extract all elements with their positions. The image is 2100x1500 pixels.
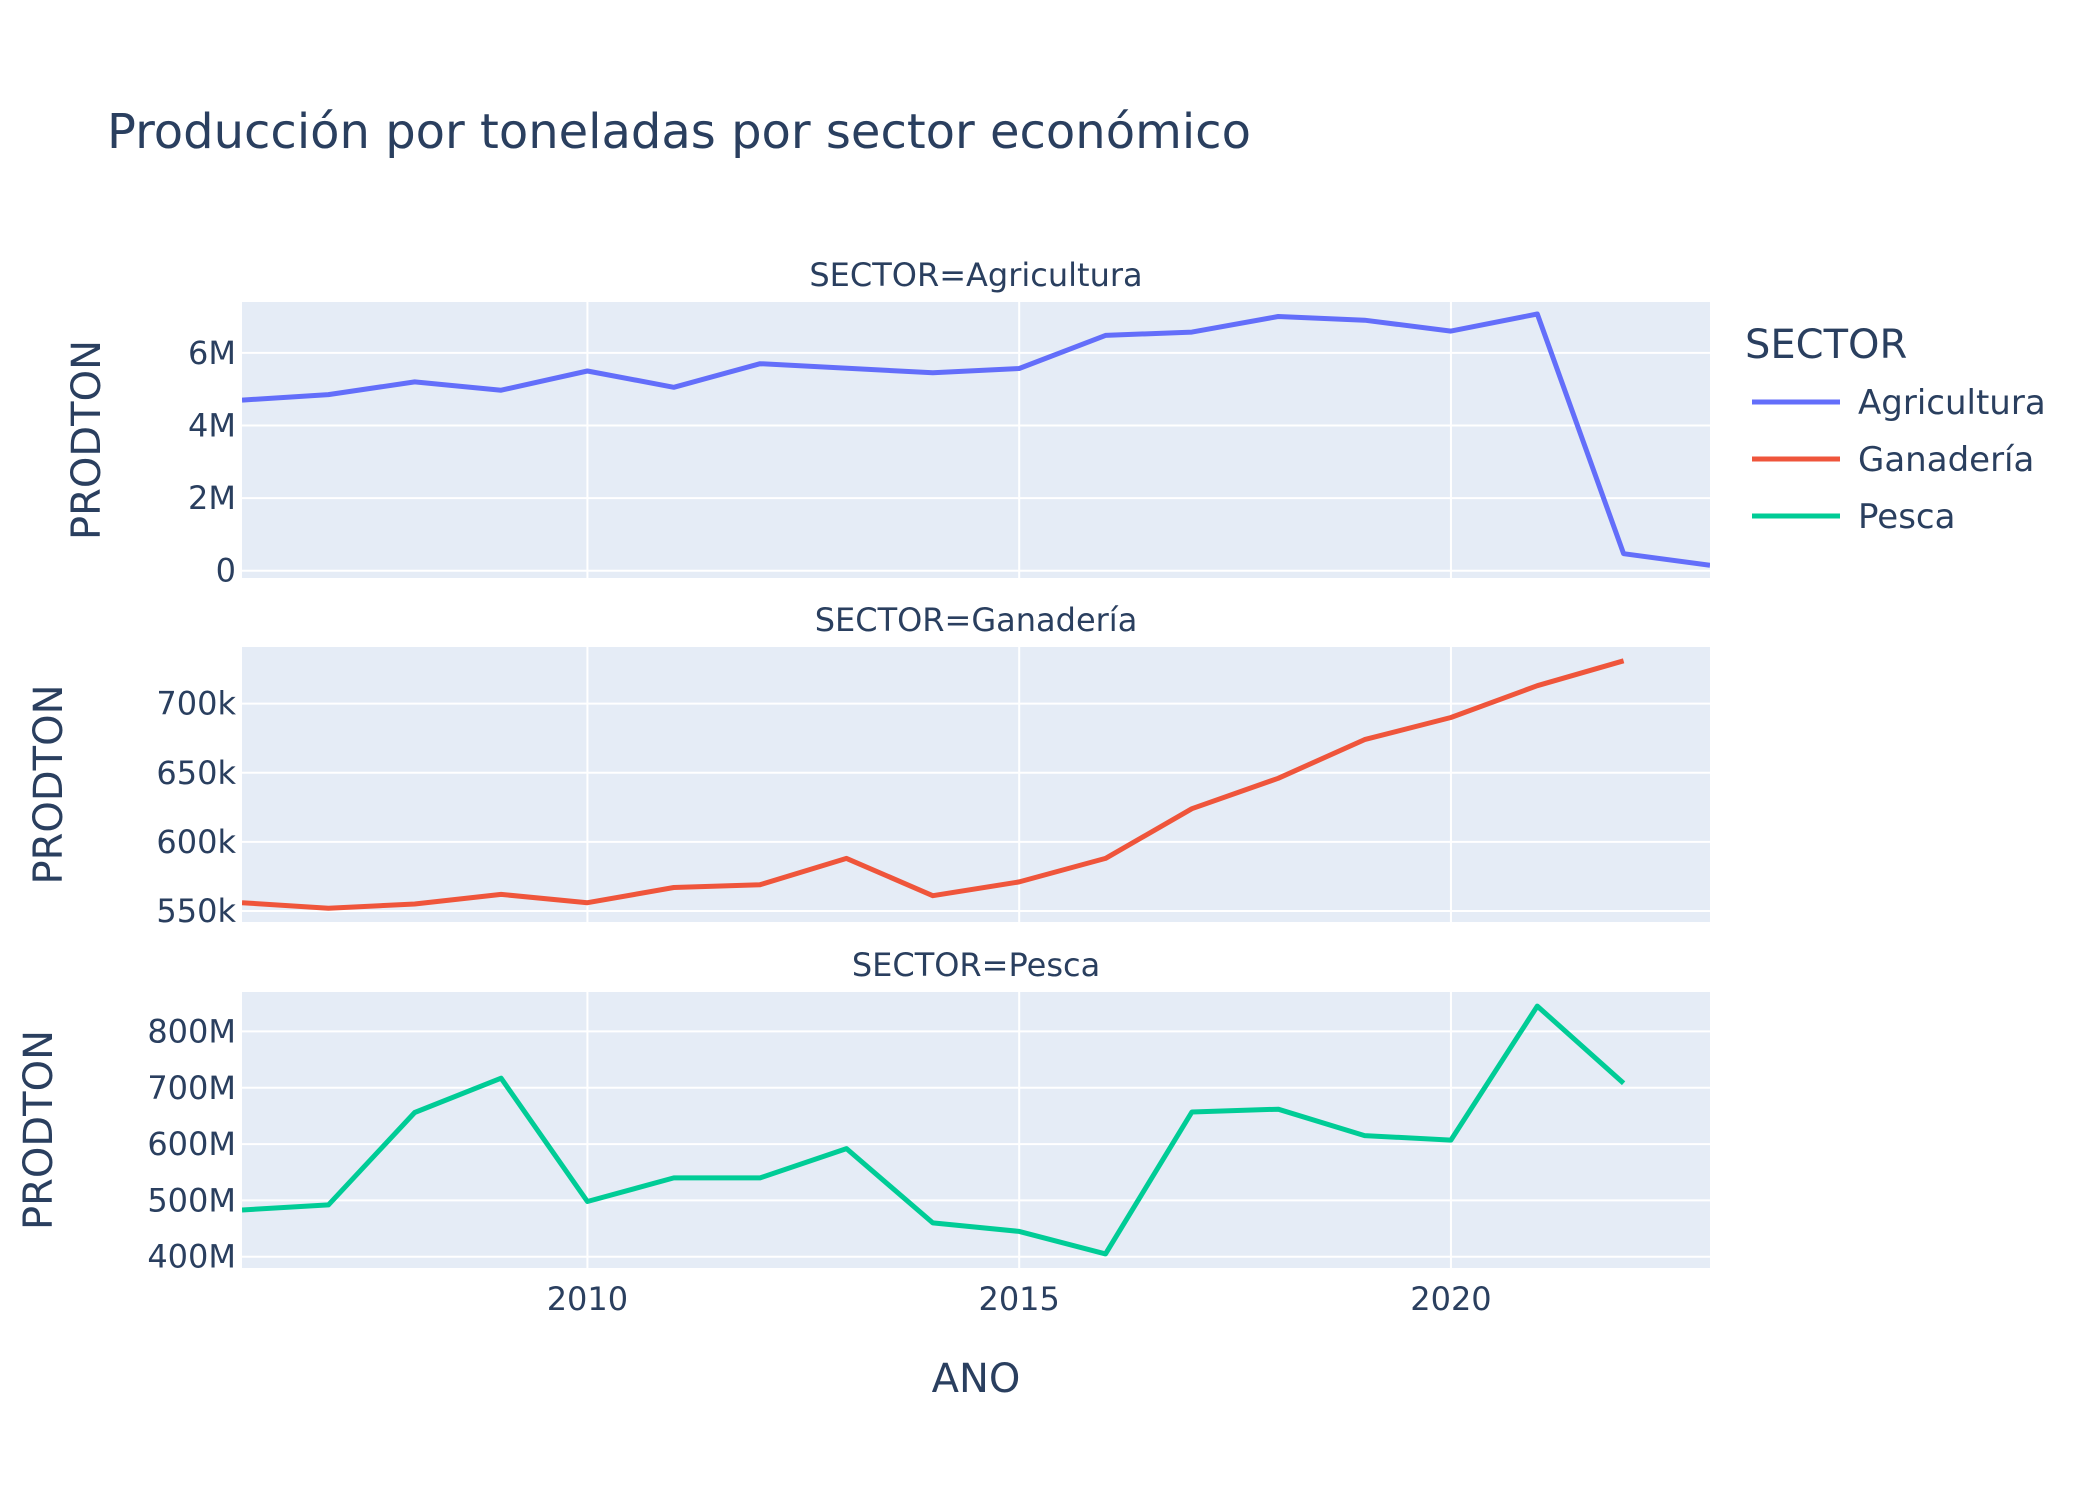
- y-tick-label: 400M: [147, 1238, 236, 1276]
- facet-label: SECTOR=Pesca: [852, 946, 1100, 984]
- x-tick-label: 2015: [978, 1280, 1059, 1318]
- series-line-agricultura: [242, 311, 1710, 568]
- legend-item[interactable]: Agricultura: [1752, 383, 2046, 423]
- legend-label: Ganadería: [1858, 440, 2034, 480]
- y-tick-label: 550k: [156, 892, 236, 930]
- y-tick-label: 0: [216, 552, 236, 590]
- facet-label: SECTOR=Ganadería: [815, 601, 1138, 639]
- y-axis-title: PRODTON: [26, 684, 72, 884]
- panel-agricultura: 0 2M 4M 6M SECTOR=Agricultura PRODTON: [64, 256, 1710, 590]
- y-axis-title: PRODTON: [16, 1030, 62, 1230]
- y-tick-label: 800M: [147, 1012, 236, 1050]
- legend-label: Pesca: [1858, 497, 1955, 537]
- y-tick-label: 4M: [188, 406, 236, 444]
- series-line-pesca: [242, 1003, 1626, 1257]
- plot-background: [242, 992, 1710, 1268]
- x-tick-label: 2010: [547, 1280, 628, 1318]
- legend-item[interactable]: Pesca: [1752, 497, 1955, 537]
- panel-pesca: 400M 500M 600M 700M 800M SECTOR=Pesca PRODTON 2…: [16, 946, 1710, 1318]
- facet-panels: 0 2M 4M 6M SECTOR=Agricultura PRODTON 550k 600k…: [16, 256, 1710, 1318]
- y-tick-label: 650k: [156, 754, 236, 792]
- y-tick-label: 500M: [147, 1181, 236, 1219]
- plot-background: [242, 647, 1710, 922]
- panel-ganadería: 550k 600k 650k 700k SECTOR=Ganadería PRODTON: [26, 601, 1710, 930]
- legend-label: Agricultura: [1858, 383, 2046, 423]
- y-tick-label: 6M: [188, 334, 236, 372]
- y-axis-title: PRODTON: [64, 340, 110, 540]
- legend-item[interactable]: Ganadería: [1752, 440, 2034, 480]
- legend: SECTOR Agricultura Ganadería Pesca: [1745, 322, 2046, 537]
- y-tick-label: 700k: [156, 685, 236, 723]
- y-tick-label: 700M: [147, 1069, 236, 1107]
- legend-title: SECTOR: [1745, 322, 1907, 368]
- y-tick-label: 600M: [147, 1125, 236, 1163]
- chart-title: Producción por toneladas por sector econ…: [107, 104, 1251, 160]
- x-tick-label: 2020: [1410, 1280, 1491, 1318]
- facet-label: SECTOR=Agricultura: [809, 256, 1142, 294]
- y-tick-label: 600k: [156, 823, 236, 861]
- y-tick-label: 2M: [188, 479, 236, 517]
- x-axis-title: ANO: [932, 1356, 1021, 1402]
- plot-background: [242, 302, 1710, 578]
- series-line-ganadería: [242, 658, 1625, 911]
